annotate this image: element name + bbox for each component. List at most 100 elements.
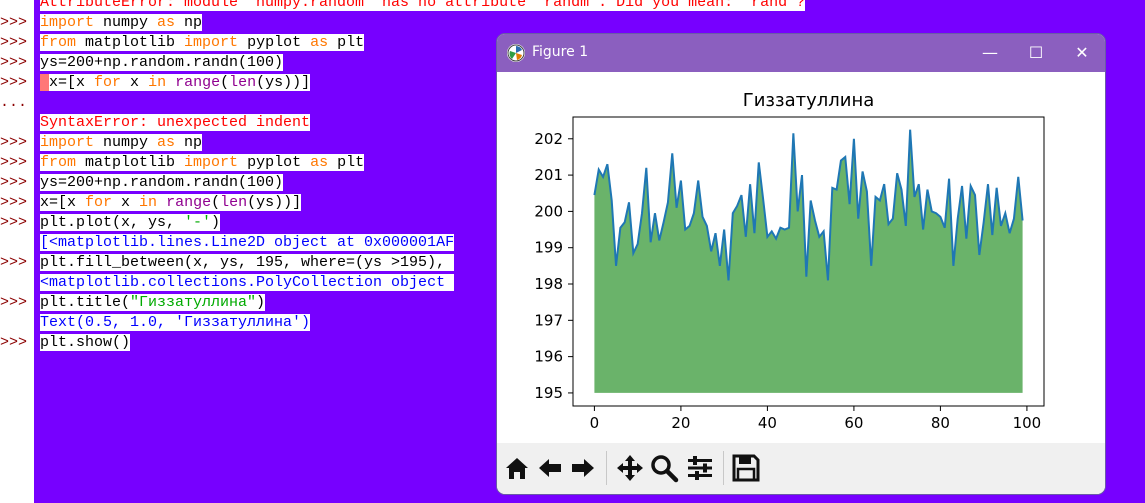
zoom-icon[interactable] (649, 453, 679, 483)
code-token: len (220, 194, 248, 211)
console-line: AttributeError: module 'numpy.random' ha… (40, 0, 806, 13)
x-tick-label: 40 (758, 414, 777, 432)
console-line: import numpy as np (40, 133, 203, 153)
prompt-marker: >>> (0, 134, 28, 151)
prompt-marker: >>> (0, 194, 28, 211)
code-token: matplotlib (76, 34, 185, 51)
code-token: plt (328, 154, 365, 171)
code-token: as (157, 134, 176, 151)
code-token: import (40, 134, 95, 151)
code-token: range (175, 74, 221, 91)
prompt-marker: >>> (0, 254, 28, 271)
prompt-marker: >>> (0, 14, 28, 31)
prompt-marker: >>> (0, 74, 28, 91)
code-token: matplotlib (76, 154, 185, 171)
code-token: pyplot (238, 154, 311, 171)
code-token: in (148, 74, 167, 91)
code-token: plt.title( (40, 294, 131, 311)
prompt-marker: >>> (0, 174, 28, 191)
y-tick-label: 195 (534, 384, 563, 402)
figure-titlebar[interactable]: Figure 1 — ☐ ✕ (497, 34, 1105, 72)
console-line: plt.title("Гиззатуллина") (40, 293, 266, 313)
y-tick-label: 201 (534, 166, 563, 184)
console-line: [<matplotlib.lines.Line2D object at 0x00… (40, 233, 455, 253)
pan-icon[interactable] (615, 453, 645, 483)
prompt-marker: >>> (0, 154, 28, 171)
prompt-marker: >>> (0, 214, 28, 231)
y-tick-label: 199 (534, 239, 563, 257)
x-tick-label: 20 (671, 414, 690, 432)
console-line: <matplotlib.collections.PolyCollection o… (40, 273, 455, 293)
code-token: in (139, 194, 158, 211)
chart-title: Гиззатуллина (743, 90, 875, 111)
fill-area (594, 129, 1023, 393)
prompt-marker: >>> (0, 334, 28, 351)
line-number-gutter (0, 0, 34, 503)
code-token: import (40, 14, 95, 31)
maximize-button[interactable]: ☐ (1028, 43, 1044, 62)
console-line: Text(0.5, 1.0, 'Гиззатуллина') (40, 313, 311, 333)
configure-icon[interactable] (685, 453, 715, 483)
code-token: ys=200+np.random.randn(100) (40, 174, 284, 191)
code-token: plt.show() (40, 334, 131, 351)
code-token: import (184, 34, 239, 51)
code-token: '-' (184, 214, 212, 231)
home-icon[interactable] (502, 453, 532, 483)
code-token: x=[x (40, 194, 86, 211)
console-line: ys=200+np.random.randn(100) (40, 173, 284, 193)
code-token: ) (211, 214, 221, 231)
code-token: numpy (94, 14, 158, 31)
save-icon[interactable] (731, 453, 761, 483)
console-line: plt.show() (40, 333, 131, 353)
navigation-toolbar (497, 443, 1105, 494)
code-token: (ys))] (247, 194, 302, 211)
code-token: as (310, 154, 329, 171)
code-token: x (112, 194, 140, 211)
forward-icon[interactable] (568, 453, 598, 483)
code-token: "Гиззатуллина" (130, 294, 257, 311)
minimize-button[interactable]: — (982, 43, 998, 62)
code-token: (ys))] (256, 74, 311, 91)
y-tick-label: 198 (534, 275, 563, 293)
console-line: from matplotlib import pyplot as plt (40, 33, 365, 53)
code-token: np (175, 134, 203, 151)
code-token: Text(0.5, 1.0, 'Гиззатуллина') (40, 314, 311, 331)
x-tick-label: 0 (590, 414, 600, 432)
code-token: [<matplotlib.lines.Line2D object at 0x00… (40, 234, 455, 251)
y-tick-label: 200 (534, 202, 563, 220)
code-token: pyplot (238, 34, 311, 51)
prompt-marker: >>> (0, 34, 28, 51)
y-tick-label: 196 (534, 348, 563, 366)
y-tick-label: 197 (534, 311, 563, 329)
figure-title: Figure 1 (532, 44, 589, 60)
code-token: ) (256, 294, 266, 311)
console-line: SyntaxError: unexpected indent (40, 113, 311, 133)
code-token: AttributeError: module 'numpy.random' ha… (40, 0, 806, 11)
plot-canvas[interactable]: 0 20 40 60 80 100 195 196 197 198 199 200 201 202 Гизз… (497, 72, 1105, 443)
code-token (157, 194, 167, 211)
code-token: <matplotlib.collections.PolyCollection o… (40, 274, 455, 291)
console-line: from matplotlib import pyplot as plt (40, 153, 365, 173)
code-token: np (175, 14, 203, 31)
figure-window[interactable]: Figure 1 — ☐ ✕ 0 20 40 60 80 100 195 196 197 198 1… (497, 34, 1105, 494)
x-tick-label: 100 (1013, 414, 1042, 432)
code-token: from (40, 34, 77, 51)
code-token: ( (211, 194, 221, 211)
close-button[interactable]: ✕ (1075, 43, 1089, 62)
code-token: import (184, 154, 239, 171)
code-token: for (85, 194, 113, 211)
code-token: x=[x (49, 74, 95, 91)
code-token: len (229, 74, 257, 91)
back-icon[interactable] (535, 453, 565, 483)
code-token: ys=200+np.random.randn(100) (40, 54, 284, 71)
toolbar-separator (723, 451, 724, 485)
code-token (166, 74, 176, 91)
console-line: x=[x for x in range(len(ys))] (40, 73, 311, 93)
series-line (593, 129, 1024, 281)
prompt-marker: >>> (0, 294, 28, 311)
code-token: numpy (94, 134, 158, 151)
toolbar-separator (606, 451, 607, 485)
matplotlib-logo-icon (507, 44, 525, 62)
prompt-marker: >>> (0, 54, 28, 71)
x-tick-label: 80 (931, 414, 950, 432)
